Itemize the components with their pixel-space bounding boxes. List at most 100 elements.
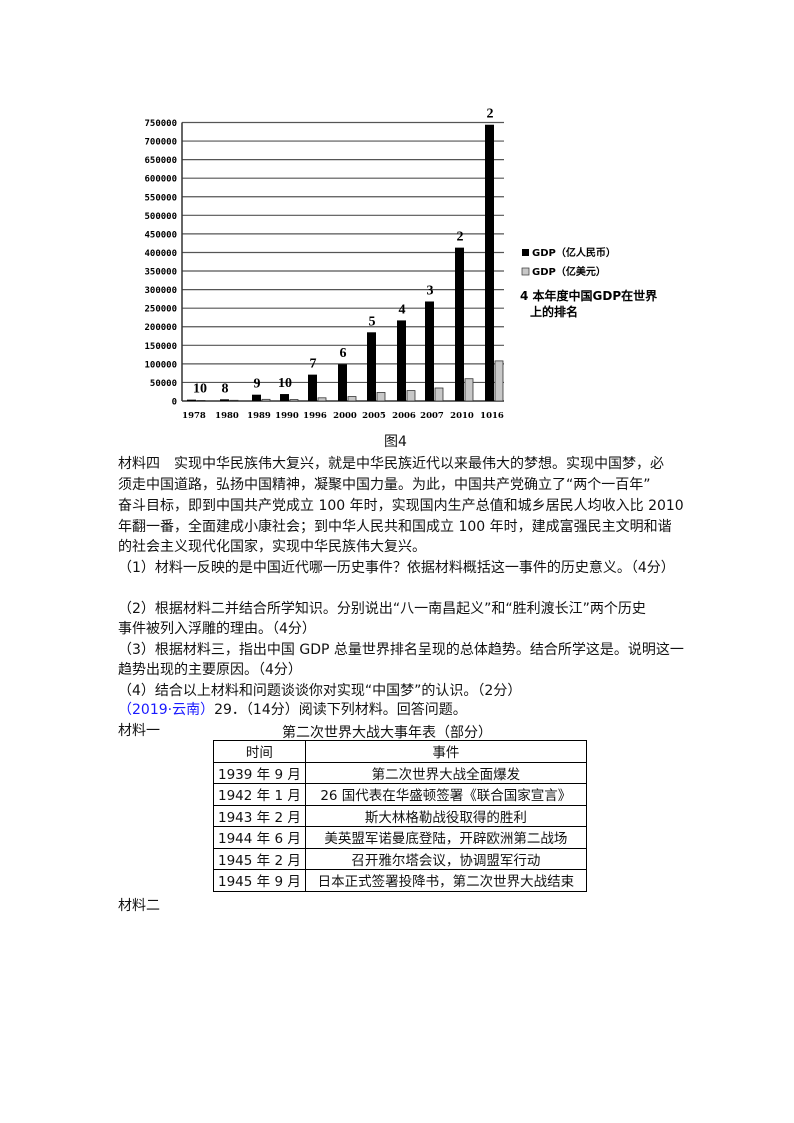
y-tick-label: 200000: [144, 323, 177, 333]
table-row: 1942 年 1 月 26 国代表在华盛顿签署《联合国家宣言》: [213, 783, 587, 806]
question-header: （2019·云南）29．（14分）阅读下列材料。回答问题。: [118, 701, 467, 719]
rank-label: 5: [369, 314, 376, 329]
text-line: （1）材料一反映的是中国近代哪一历史事件？依据材料概括这一事件的历史意义。（4分…: [118, 560, 675, 576]
bar-gdp-usd: [347, 396, 357, 402]
material1-label: 材料一: [118, 723, 160, 739]
legend-swatch-rmb: [522, 249, 529, 256]
rank-label: 10: [193, 382, 207, 397]
header-event: 事件: [304, 740, 587, 763]
bar-gdp-rmb: [220, 399, 229, 401]
event-cell: 26 国代表在华盛顿签署《联合国家宣言》: [304, 783, 587, 806]
bar-gdp-rmb: [397, 320, 406, 401]
x-tick-label: 1990: [275, 411, 299, 421]
x-tick-label: 1989: [247, 411, 271, 421]
text-line: 事件被列入浮雕的理由。（4分）: [118, 621, 316, 637]
header-time: 时间: [213, 740, 306, 763]
table-row: 1943 年 2 月斯大林格勒战役取得的胜利: [213, 804, 587, 827]
event-cell: 美英盟军诺曼底登陆，开辟欧洲第二战场: [304, 826, 587, 849]
y-tick-label: 50000: [150, 379, 177, 389]
text-line: （4）结合以上材料和问题谈谈你对实现“中国梦”的认识。（2分）: [118, 683, 522, 699]
bar-gdp-rmb: [187, 399, 196, 401]
x-tick-label: 1016: [480, 411, 504, 421]
rank-label: 8: [222, 381, 229, 396]
bar-gdp-usd: [196, 400, 206, 402]
bar-gdp-usd: [229, 399, 239, 402]
question-intro: 29．（14分）阅读下列材料。回答问题。: [214, 702, 467, 718]
x-tick-label: 1996: [303, 411, 327, 421]
bar-gdp-usd: [406, 390, 416, 402]
event-cell: 召开雅尔塔会议，协调盟军行动: [304, 847, 587, 870]
rank-label: 10: [278, 376, 292, 391]
legend-swatch-usd: [521, 267, 530, 276]
text-line: （3）根据材料三，指出中国 GDP 总量世界排名呈现的总体趋势。结合所学这是。说…: [118, 642, 684, 658]
time-cell: 1942 年 1 月: [213, 783, 306, 806]
y-tick-label: 400000: [144, 249, 177, 259]
x-tick-label: 2006: [392, 411, 416, 421]
text-line: 趋势出现的主要原因。（4分）: [118, 662, 302, 678]
y-tick-label: 650000: [144, 156, 177, 166]
bar-gdp-rmb: [280, 394, 289, 401]
bar-gdp-usd: [494, 360, 504, 402]
y-tick-label: 550000: [144, 193, 177, 203]
x-tick-label: 2000: [333, 411, 357, 421]
bar-gdp-rmb: [485, 124, 494, 401]
material2-label: 材料二: [118, 898, 160, 914]
y-tick-label: 0: [172, 398, 177, 408]
bar-gdp-rmb: [252, 394, 261, 401]
time-cell: 1943 年 2 月: [213, 804, 306, 827]
event-cell: 日本正式签署投降书，第二次世界大战结束: [304, 869, 587, 892]
y-tick-label: 500000: [144, 212, 177, 222]
bar-gdp-rmb: [455, 247, 464, 401]
time-cell: 1945 年 9 月: [213, 869, 306, 892]
time-cell: 1939 年 9 月: [213, 761, 306, 784]
rank-label: 4: [399, 302, 406, 317]
rank-label: 7: [310, 357, 317, 372]
rank-label: 3: [427, 283, 434, 298]
text-line: （2）根据材料二并结合所学知识。分别说出“八一南昌起义”和“胜利渡长江”两个历史: [118, 601, 646, 617]
text-line: 的社会主义现代化国家，实现中华民族伟大复兴。: [118, 539, 426, 555]
y-tick-label: 250000: [144, 305, 177, 315]
bar-gdp-rmb: [425, 301, 434, 401]
table-row: 1945 年 9 月日本正式签署投降书，第二次世界大战结束: [213, 869, 587, 892]
x-tick-label: 2005: [362, 411, 386, 421]
rank-legend-line1: 4 本年度中国GDP在世界: [520, 288, 657, 303]
x-tick-label: 2010: [450, 411, 474, 421]
event-cell: 第二次世界大战全面爆发: [304, 761, 587, 784]
bar-gdp-usd: [464, 378, 474, 402]
source-tag[interactable]: （2019·云南）: [118, 702, 215, 718]
y-tick-label: 300000: [144, 286, 177, 296]
y-tick-label: 100000: [144, 360, 177, 370]
y-tick-label: 700000: [144, 138, 177, 148]
y-tick-label: 750000: [144, 119, 177, 129]
y-tick-label: 600000: [144, 175, 177, 185]
figure-caption: 图4: [384, 434, 407, 450]
time-cell: 1945 年 2 月: [213, 847, 306, 870]
rank-label: 2: [457, 230, 464, 245]
rank-label: 6: [340, 346, 347, 361]
bar-gdp-rmb: [367, 332, 376, 401]
bar-gdp-usd: [261, 398, 271, 402]
y-tick-label: 150000: [144, 342, 177, 352]
bar-gdp-usd: [289, 399, 299, 402]
ww2-timeline-table: 时间 事件 1939 年 9 月第二次世界大战全面爆发 1942 年 1 月 26 …: [213, 740, 587, 892]
bar-gdp-rmb: [308, 374, 317, 401]
bar-gdp-rmb: [338, 364, 347, 401]
time-cell: 1944 年 6 月: [213, 826, 306, 849]
text-line: 材料四 实现中华民族伟大复兴，就是中华民族近代以来最伟大的梦想。实现中国梦，必: [118, 456, 664, 472]
text-line: 年翻一番，全面建成小康社会；到中华人民共和国成立 100 年时，建成富强民主文明…: [118, 519, 672, 535]
x-tick-label: 1978: [182, 411, 206, 421]
legend-label-rmb: GDP（亿人民币）: [532, 246, 616, 259]
gdp-bar-chart: 0500001000001500002000002500003000003500…: [144, 107, 657, 421]
rank-label: 2: [487, 107, 494, 122]
table-title: 第二次世界大战大事年表（部分）: [282, 725, 492, 741]
y-tick-label: 350000: [144, 268, 177, 278]
text-line: 须走中国道路，弘扬中国精神，凝聚中国力量。为此，中国共产党确立了“两个一百年”: [118, 477, 651, 493]
text-line: 奋斗目标，即到中国共产党成立 100 年时，实现国内生产总值和城乡居民人均收入比…: [118, 498, 684, 514]
rank-legend-line2: 上的排名: [530, 304, 578, 319]
x-tick-label: 1980: [215, 411, 239, 421]
bar-gdp-usd: [317, 397, 327, 402]
bar-gdp-usd: [376, 392, 386, 402]
table-row: 1944 年 6 月美英盟军诺曼底登陆，开辟欧洲第二战场: [213, 826, 587, 849]
event-cell: 斯大林格勒战役取得的胜利: [304, 804, 587, 827]
table-row: 1945 年 2 月召开雅尔塔会议，协调盟军行动: [213, 847, 587, 870]
